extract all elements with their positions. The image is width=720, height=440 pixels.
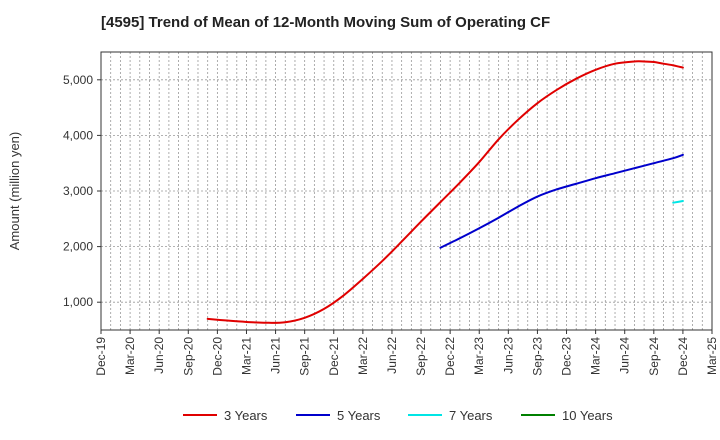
legend-label-3-years: 3 Years [224,408,268,423]
legend-label-7-years: 7 Years [449,408,493,423]
x-ticks: Dec-19 Mar-20 Jun-20 Sep-20 Dec-20 Mar-21 Jun-… [94,330,719,376]
x-tick-label: Sep-20 [181,337,195,376]
x-tick-label: Jun-22 [385,337,399,374]
x-tick-label: Jun-20 [152,337,166,374]
y-tick-label: 2,000 [63,240,93,254]
series-lines [206,60,684,324]
series-line-3-years [206,60,684,324]
x-tick-label: Mar-25 [705,337,719,375]
legend-label-10-years: 10 Years [562,408,613,423]
y-tick-label: 5,000 [63,73,93,87]
x-tick-label: Mar-20 [123,337,137,375]
x-tick-label: Mar-24 [589,337,603,375]
x-tick-label: Dec-22 [443,337,457,376]
x-tick-label: Sep-21 [298,337,312,376]
y-axis-label: Amount (million yen) [7,132,22,251]
x-tick-label: Dec-21 [327,337,341,376]
y-ticks: 1,000 2,000 3,000 4,000 5,000 [63,73,101,309]
x-tick-label: Jun-23 [501,337,515,374]
y-tick-label: 4,000 [63,128,93,142]
series-line-7-years [672,200,684,204]
x-tick-label: Jun-21 [269,337,283,374]
x-tick-label: Mar-22 [356,337,370,375]
x-tick-label: Sep-24 [647,337,661,376]
grid [101,52,712,330]
plot-frame [100,51,713,331]
x-tick-label: Dec-19 [94,337,108,376]
x-tick-label: Mar-21 [239,337,253,375]
x-tick-label: Sep-22 [414,337,428,376]
x-tick-label: Jun-24 [618,337,632,374]
x-tick-label: Mar-23 [472,337,486,375]
chart-title: [4595] Trend of Mean of 12-Month Moving … [101,14,550,31]
y-tick-label: 3,000 [63,184,93,198]
x-tick-label: Dec-24 [676,337,690,376]
x-tick-label: Dec-23 [560,337,574,376]
series-line-5-years [439,153,684,249]
legend-label-5-years: 5 Years [337,408,381,423]
legend: 3 Years 5 Years 7 Years 10 Years [183,408,613,423]
x-tick-label: Sep-23 [530,337,544,376]
x-tick-label: Dec-20 [210,337,224,376]
y-tick-label: 1,000 [63,295,93,309]
